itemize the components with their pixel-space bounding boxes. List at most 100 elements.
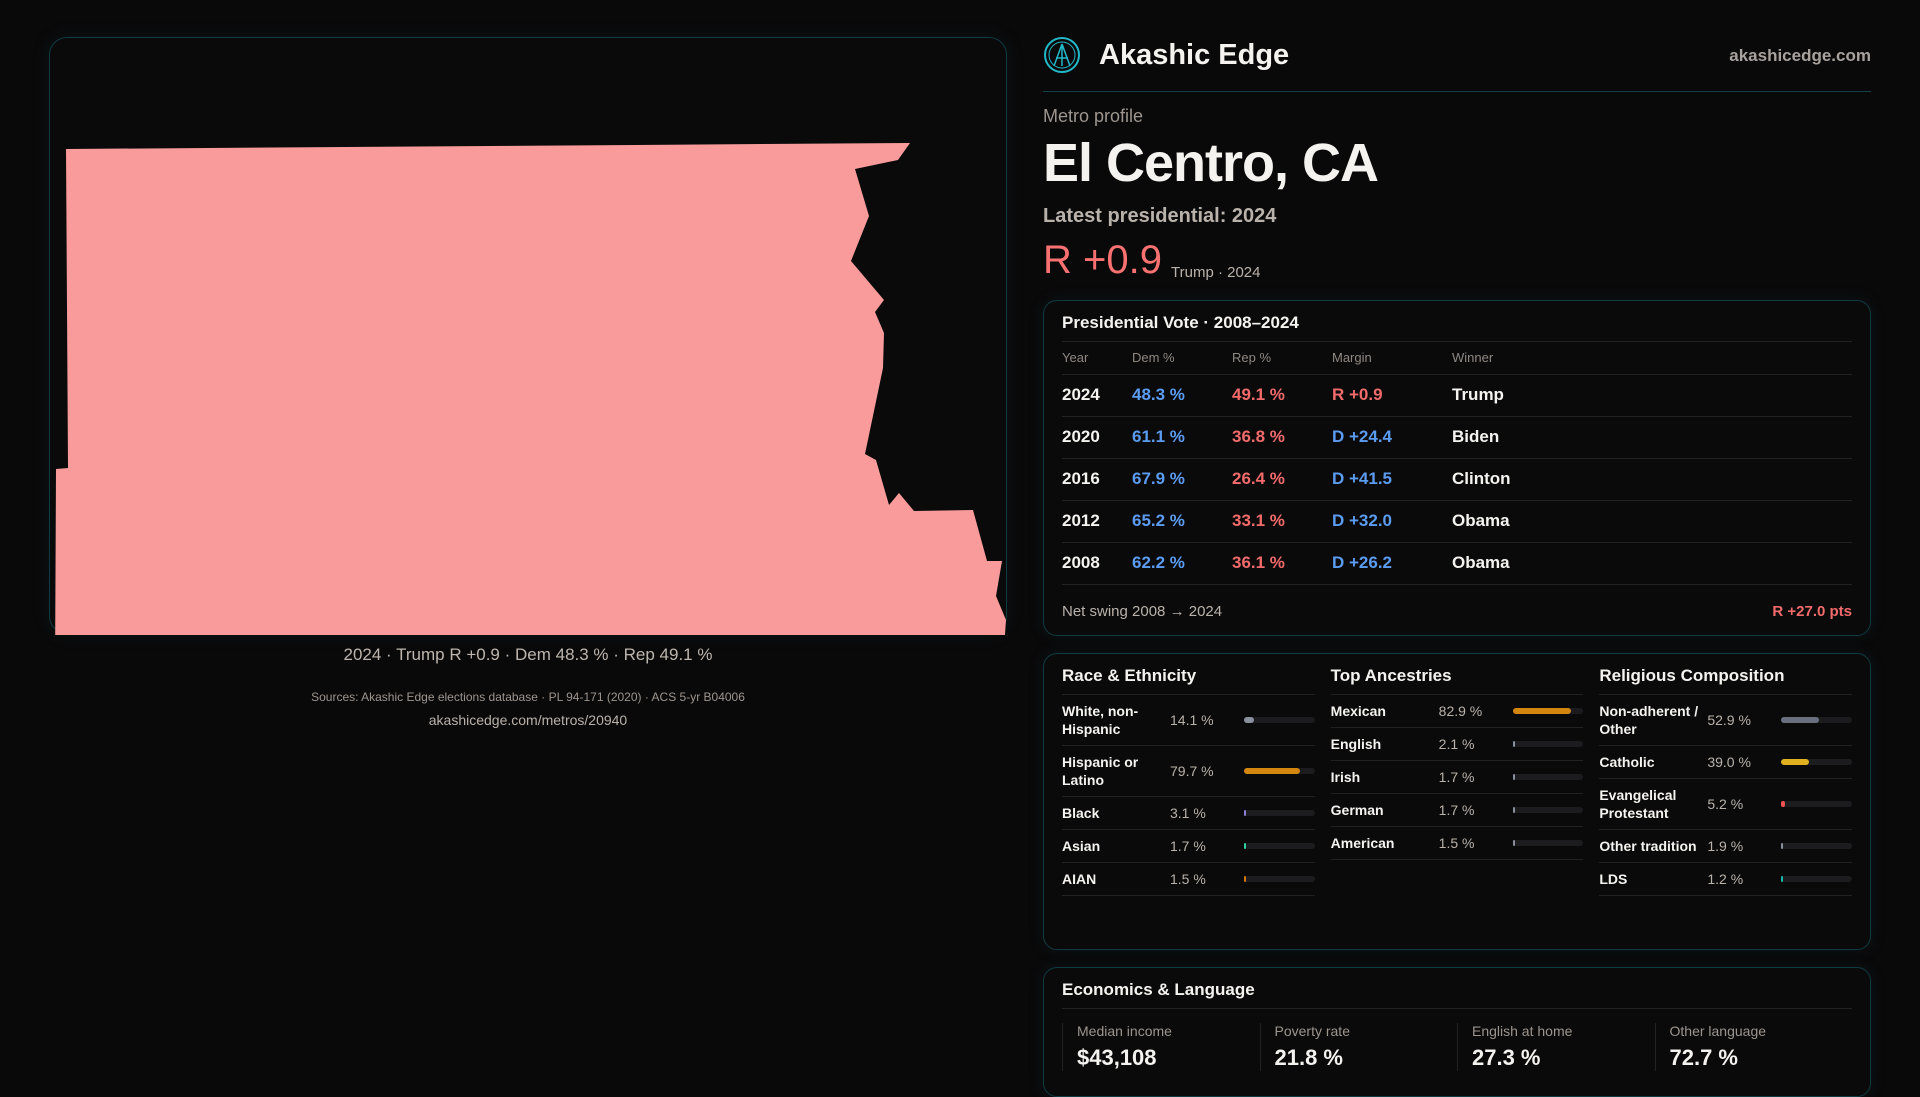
stat-value: 72.7 % xyxy=(1669,1045,1739,1070)
stat-item: Other language 72.7 % xyxy=(1654,1023,1853,1071)
bar-track xyxy=(1512,774,1584,780)
bar-fill xyxy=(1244,768,1301,774)
list-item: Catholic 39.0 % xyxy=(1599,746,1853,779)
brand-name: Akashic Edge xyxy=(1099,38,1290,71)
stat-item: English at home 27.3 % xyxy=(1457,1023,1655,1071)
margin-cell: D +24.4 xyxy=(1332,416,1452,459)
item-label: Irish xyxy=(1330,769,1361,785)
bar-track xyxy=(1781,876,1853,882)
econ-title: Economics & Language xyxy=(1062,980,1852,1009)
stat-label: Median income xyxy=(1077,1023,1172,1039)
item-label: Mexican xyxy=(1330,703,1386,719)
dem-cell: 65.2 % xyxy=(1132,500,1232,543)
map-caption: 2024 · Trump R +0.9 · Dem 48.3 % · Rep 4… xyxy=(343,645,713,664)
item-value: 1.9 % xyxy=(1707,838,1744,854)
stat-label: Other language xyxy=(1669,1023,1767,1039)
col-winner: Winner xyxy=(1452,342,1852,375)
stat-item: Median income $43,108 xyxy=(1062,1023,1260,1071)
bar-fill xyxy=(1512,774,1515,780)
bar-fill xyxy=(1512,708,1572,714)
item-value: 1.5 % xyxy=(1170,871,1206,887)
bar-track xyxy=(1244,768,1315,774)
page-title: El Centro, CA xyxy=(1043,133,1379,193)
col-dem: Dem % xyxy=(1132,342,1232,375)
item-label: Catholic xyxy=(1599,754,1655,770)
bar-track xyxy=(1512,741,1584,747)
item-value: 1.5 % xyxy=(1438,835,1475,851)
stat-label: English at home xyxy=(1472,1023,1573,1039)
item-label: Non-adherent / Other xyxy=(1599,703,1699,737)
item-label: White, non-Hispanic xyxy=(1062,703,1139,737)
rep-cell: 36.1 % xyxy=(1232,542,1332,585)
page-url[interactable]: akashicedge.com/metros/20940 xyxy=(428,712,628,728)
col-margin: Margin xyxy=(1332,342,1452,375)
bar-track xyxy=(1781,843,1853,849)
list-item: Non-adherent / Other 52.9 % xyxy=(1599,695,1853,746)
bar-track xyxy=(1781,717,1853,723)
dem-cell: 61.1 % xyxy=(1132,416,1232,459)
bar-track xyxy=(1244,810,1315,816)
metro-map xyxy=(54,143,1006,635)
winner-cell: Obama xyxy=(1452,500,1852,543)
latest-presidential: Latest presidential: 2024 xyxy=(1043,205,1277,227)
bar-track xyxy=(1512,840,1584,846)
dem-cell: 62.2 % xyxy=(1132,542,1232,585)
item-value: 14.1 % xyxy=(1170,712,1214,728)
margin-cell: D +41.5 xyxy=(1332,458,1452,501)
winner-cell: Obama xyxy=(1452,542,1852,585)
stat-value: 21.8 % xyxy=(1274,1045,1344,1070)
dem-cell: 48.3 % xyxy=(1132,374,1232,417)
swing-label: Net swing 2008 → 2024 xyxy=(1062,602,1223,620)
bar-track xyxy=(1512,807,1584,813)
list-item: Evangelical Protestant 5.2 % xyxy=(1599,779,1853,830)
akashic-logo-icon xyxy=(1044,37,1080,73)
list-item: Mexican 82.9 % xyxy=(1330,695,1584,728)
dem-cell: 67.9 % xyxy=(1132,458,1232,501)
item-value: 52.9 % xyxy=(1707,712,1751,728)
race-section: Race & Ethnicity White, non-Hispanic 14.1 … xyxy=(1062,666,1315,937)
list-item: Other tradition 1.9 % xyxy=(1599,830,1853,863)
bar-fill xyxy=(1781,843,1784,849)
bar-fill xyxy=(1244,810,1247,816)
item-label: Black xyxy=(1062,805,1100,821)
list-item: American 1.5 % xyxy=(1330,827,1584,860)
list-item: German 1.7 % xyxy=(1330,794,1584,827)
bar-fill xyxy=(1244,876,1246,882)
winner-cell: Biden xyxy=(1452,416,1852,459)
list-item: English 2.1 % xyxy=(1330,728,1584,761)
table-row: 2016 67.9 % 26.4 % D +41.5 Clinton xyxy=(1062,458,1852,501)
bar-fill xyxy=(1512,807,1515,813)
item-label: German xyxy=(1330,802,1384,818)
site-link[interactable]: akashicedge.com xyxy=(1729,46,1871,65)
year-cell: 2016 xyxy=(1062,458,1132,501)
item-label: Other tradition xyxy=(1599,838,1697,854)
race-title: Race & Ethnicity xyxy=(1062,666,1315,695)
bar-fill xyxy=(1244,717,1254,723)
vote-title: Presidential Vote · 2008–2024 xyxy=(1062,313,1852,342)
kicker: Metro profile xyxy=(1043,106,1144,126)
ancestry-section: Top Ancestries Mexican 82.9 % English 2.1 % I… xyxy=(1330,666,1584,937)
item-value: 3.1 % xyxy=(1170,805,1206,821)
margin-cell: R +0.9 xyxy=(1332,374,1452,417)
winner-cell: Clinton xyxy=(1452,458,1852,501)
net-swing: Net swing 2008 → 2024 R +27.0 pts xyxy=(1062,603,1852,620)
margin-cell: D +32.0 xyxy=(1332,500,1452,543)
brand[interactable]: Akashic Edge xyxy=(1043,36,1289,74)
metro-shape[interactable] xyxy=(54,143,1006,635)
list-item: AIAN 1.5 % xyxy=(1062,863,1315,896)
religion-title: Religious Composition xyxy=(1599,666,1853,695)
bar-track xyxy=(1781,759,1853,765)
item-value: 39.0 % xyxy=(1707,754,1751,770)
item-label: LDS xyxy=(1599,871,1628,887)
item-value: 5.2 % xyxy=(1707,796,1744,812)
item-value: 82.9 % xyxy=(1438,703,1483,719)
list-item: Asian 1.7 % xyxy=(1062,830,1315,863)
religion-section: Religious Composition Non-adherent / Othe… xyxy=(1599,666,1853,937)
stat-value: $43,108 xyxy=(1077,1045,1157,1070)
economics-card: Economics & Language Median income $43,10… xyxy=(1043,967,1871,1097)
sources-note: Sources: Akashic Edge elections database… xyxy=(311,690,745,704)
table-row: 2024 48.3 % 49.1 % R +0.9 Trump xyxy=(1062,374,1852,417)
ancestry-title: Top Ancestries xyxy=(1330,666,1584,695)
list-item: Hispanic or Latino 79.7 % xyxy=(1062,746,1315,797)
bar-fill xyxy=(1781,801,1786,807)
